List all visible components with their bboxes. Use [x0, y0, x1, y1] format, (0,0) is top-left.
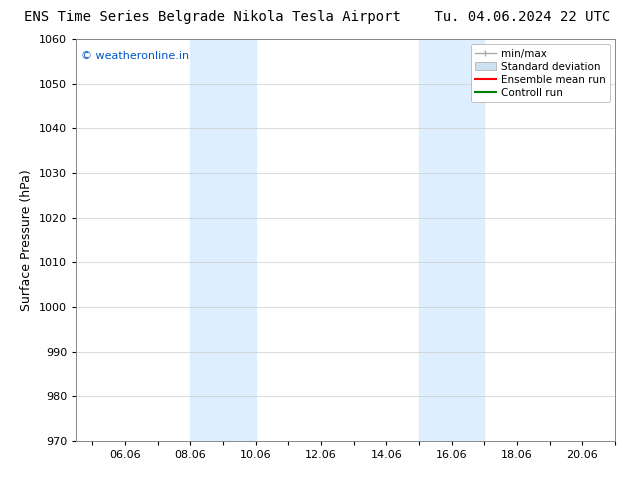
Bar [190, 39, 256, 441]
Text: ENS Time Series Belgrade Nikola Tesla Airport    Tu. 04.06.2024 22 UTC: ENS Time Series Belgrade Nikola Tesla Ai… [24, 10, 610, 24]
Text: © weatheronline.in: © weatheronline.in [81, 51, 190, 61]
Legend: min/max, Standard deviation, Ensemble mean run, Controll run: min/max, Standard deviation, Ensemble me… [470, 45, 610, 102]
Bar [419, 39, 484, 441]
Y-axis label: Surface Pressure (hPa): Surface Pressure (hPa) [20, 169, 34, 311]
